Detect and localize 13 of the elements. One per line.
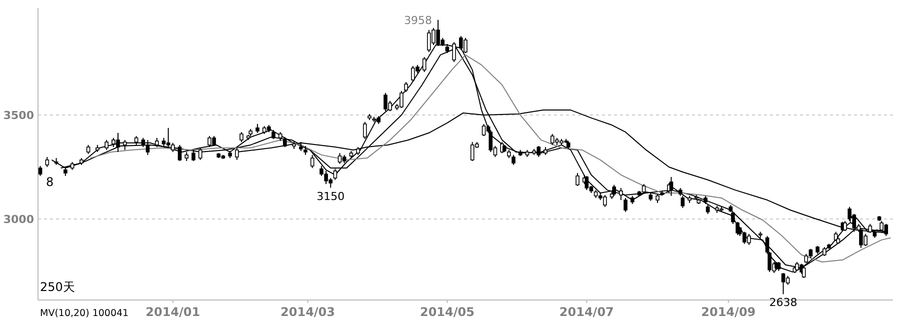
text: MV(10,20) 100041 xyxy=(40,308,129,319)
y-tick-label: 3500 xyxy=(3,109,34,122)
x-tick-label: 2014/03 xyxy=(280,305,335,319)
annotation: 3958 xyxy=(404,14,432,27)
y-tick-label: 3000 xyxy=(3,212,34,226)
x-tick-label: 2014/07 xyxy=(559,305,614,319)
annotation: 3150 xyxy=(316,190,345,203)
annotation: 8 xyxy=(46,175,54,189)
annotation: 250天 xyxy=(40,280,75,294)
x-tick-label: 2014/05 xyxy=(420,305,474,319)
x-tick-label: 2014/01 xyxy=(146,305,200,319)
x-tick-label: 2014/09 xyxy=(701,305,756,319)
annotation: 2638 xyxy=(769,296,798,310)
